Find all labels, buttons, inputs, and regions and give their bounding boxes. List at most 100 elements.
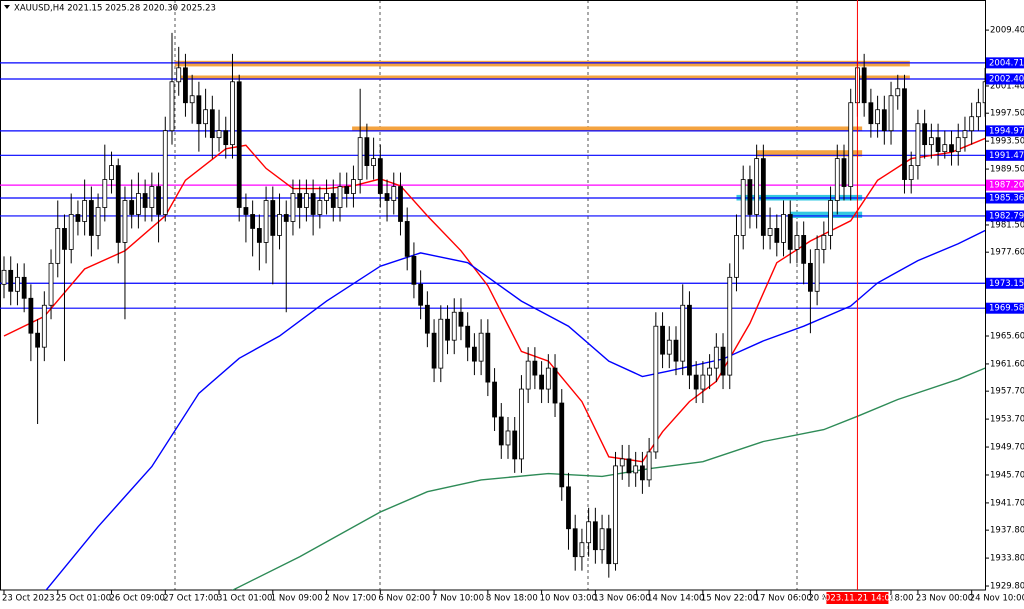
candle-body xyxy=(868,102,874,125)
time-marker-label: 2023.11.21 14:00 xyxy=(820,594,896,604)
candle-body xyxy=(982,81,985,104)
candle-body xyxy=(283,214,289,222)
candle-body xyxy=(774,228,780,243)
candle-body xyxy=(377,158,383,194)
candle-body xyxy=(586,521,592,544)
candle-body xyxy=(68,214,74,250)
x-tick-label: 25 Oct 01:00 xyxy=(56,594,111,604)
zone xyxy=(756,150,863,157)
candle-body xyxy=(928,137,934,146)
x-tick-label: 10 Nov 03:00 xyxy=(540,594,597,604)
candle-body xyxy=(969,116,975,132)
candle-body xyxy=(28,297,34,334)
candle-body xyxy=(250,214,256,229)
x-tick-label: 1 Nov 09:00 xyxy=(271,594,323,604)
plot-border xyxy=(0,0,986,591)
chart-title: XAUUSD,H4 2021.15 2025.28 2020.30 2025.2… xyxy=(14,4,216,14)
x-tick-label: 13 Nov 06:00 xyxy=(593,594,650,604)
candle-body xyxy=(149,186,155,208)
candle-body xyxy=(351,179,356,194)
candle-body xyxy=(478,332,484,362)
candle-body xyxy=(895,88,901,97)
y-tick-label: 2001.40 xyxy=(990,81,1024,91)
symbol-menu-arrow[interactable] xyxy=(4,5,10,9)
candle-body xyxy=(384,193,390,201)
candle-body xyxy=(519,388,524,460)
price-level-label: 1969.58 xyxy=(989,304,1024,314)
candle-body xyxy=(599,528,605,551)
candle-body xyxy=(216,130,222,139)
candle-body xyxy=(687,304,692,376)
candle-body xyxy=(310,193,316,215)
candle-body xyxy=(122,200,128,243)
y-tick-label: 1965.60 xyxy=(990,331,1024,341)
candle-body xyxy=(579,542,585,558)
price-level-label: 1985.36 xyxy=(989,193,1024,203)
candle-body xyxy=(713,346,719,369)
candle-body xyxy=(653,325,659,453)
candle-body xyxy=(693,374,699,390)
candle-body xyxy=(75,214,81,222)
candle-body xyxy=(902,88,907,180)
plot-area xyxy=(174,0,798,590)
candle-body xyxy=(828,200,833,236)
candle-body xyxy=(183,67,188,104)
candle-body xyxy=(135,193,141,215)
candle-body xyxy=(236,81,242,208)
candle-body xyxy=(881,109,887,132)
candle-body xyxy=(646,451,652,481)
candle-body xyxy=(781,214,786,243)
y-tick-label: 1953.70 xyxy=(990,415,1024,425)
y-tick-label: 1945.70 xyxy=(990,470,1024,480)
candle-body xyxy=(82,200,88,222)
x-tick-label: 31 Oct 01:00 xyxy=(217,594,272,604)
price-level-label: 1991.47 xyxy=(989,151,1024,161)
candle-body xyxy=(418,283,424,306)
candle-body xyxy=(875,109,880,125)
y-tick-label: 1957.70 xyxy=(990,387,1024,397)
candle-body xyxy=(115,165,121,243)
candle-body xyxy=(760,158,766,236)
candle-body xyxy=(666,339,672,355)
candle-body xyxy=(15,276,20,292)
candle-body xyxy=(256,228,262,243)
candle-body xyxy=(445,318,450,341)
candle-body xyxy=(734,235,739,278)
price-level-label-bg xyxy=(986,125,1024,137)
candle-body xyxy=(801,235,807,264)
y-tick-label: 1929.80 xyxy=(990,582,1024,592)
candle-body xyxy=(451,311,457,341)
candle-body xyxy=(848,102,854,187)
candle-body xyxy=(471,346,477,362)
candle-body xyxy=(337,186,343,208)
candle-body xyxy=(626,458,632,474)
candle-body xyxy=(747,179,753,215)
candle-body xyxy=(209,109,215,139)
candle-body xyxy=(814,248,820,292)
candle-body xyxy=(169,81,175,132)
candle-body xyxy=(142,193,148,208)
candle-body xyxy=(176,67,182,83)
candle-body xyxy=(1,269,7,285)
candle-body xyxy=(344,186,350,194)
candle-body xyxy=(888,95,894,132)
x-tick-label: 14 Nov 14:00 xyxy=(647,594,704,604)
candle-body xyxy=(391,186,397,201)
x-tick-label: 23 Nov 00:00 xyxy=(916,594,973,604)
candle-body xyxy=(263,200,269,243)
x-tick-label: 23 Oct 2023 xyxy=(2,594,55,604)
candle-body xyxy=(566,486,571,530)
candle-body xyxy=(505,430,511,446)
candle-body xyxy=(821,235,827,250)
candle-body xyxy=(431,332,437,369)
candle-body xyxy=(707,367,712,376)
candle-body xyxy=(962,130,968,139)
price-level-label: 1994.97 xyxy=(989,126,1024,136)
candle-body xyxy=(720,346,726,376)
candle-body xyxy=(834,158,840,201)
time-marker-label-bg xyxy=(826,592,889,604)
candle-body xyxy=(129,200,135,215)
candle-body xyxy=(922,123,928,146)
